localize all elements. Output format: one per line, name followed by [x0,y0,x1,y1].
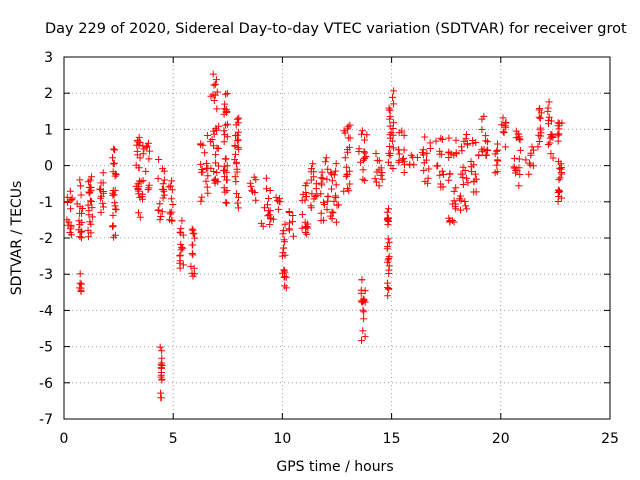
data-point-cluster [132,133,144,221]
data-point-cluster [317,154,332,225]
data-point-cluster [406,151,421,169]
y-tick-label: -4 [39,303,53,319]
x-tick-label: 10 [273,431,291,447]
y-tick-label: 0 [44,159,53,175]
data-point-cluster [285,208,297,240]
data-point-cluster [176,217,187,272]
data-point-cluster [544,98,557,162]
data-point-cluster [154,156,168,224]
x-tick-label: 15 [383,431,401,447]
data-point-cluster [491,140,502,177]
data-point-cluster [156,343,166,402]
data-point-cluster [534,105,545,151]
data-point-cluster [84,173,96,241]
data-point-cluster [455,131,472,214]
data-point-cluster [394,127,408,176]
data-point-cluster [165,177,177,225]
data-point-cluster [432,134,447,191]
x-tick-label: 25 [601,431,619,447]
data-points [63,70,566,402]
y-tick-label: 1 [44,122,53,138]
y-axis-label: SDTVAR / TECUs [9,181,25,296]
y-tick-label: -2 [39,231,53,247]
axis-ticks: 0 5 10 15 20 25 -7 -6 -5 -4 -3 -2 -1 0 1 2 3 [39,50,619,447]
data-point-cluster [307,160,321,212]
y-tick-label: -3 [39,267,53,283]
data-point-cluster [231,114,243,212]
y-tick-label: -1 [39,195,53,211]
data-point-cluster [418,133,434,187]
data-point-cluster [278,220,290,292]
data-point-cluster [383,205,393,300]
data-point-cluster [137,139,153,203]
data-point-cluster [327,160,343,226]
y-tick-label: -6 [39,376,53,392]
data-point-cluster [187,225,199,280]
data-point-cluster [246,173,260,204]
y-tick-label: -7 [39,412,53,428]
data-point-cluster [76,270,85,295]
data-point-cluster [371,150,386,190]
data-point-cluster [340,121,354,195]
y-tick-label: 3 [44,50,53,66]
y-tick-label: -5 [39,340,53,356]
x-tick-label: 0 [60,431,69,447]
x-tick-label: 5 [169,431,178,447]
data-point-cluster [269,193,284,223]
data-point-cluster [510,127,524,190]
data-point-cluster [554,119,566,205]
data-point-cluster [298,179,312,238]
data-point-cluster [498,114,510,151]
data-point-cluster [355,127,371,185]
data-point-cluster [96,169,107,216]
data-point-cluster [73,176,86,242]
grid-lines [64,57,610,419]
x-tick-label: 20 [492,431,510,447]
data-point-cluster [109,145,120,241]
data-point-cluster [206,70,223,187]
data-point-cluster [384,87,398,172]
data-point-cluster [357,276,369,345]
data-point-cluster [220,89,231,207]
y-tick-label: 2 [44,86,53,102]
x-axis-label: GPS time / hours [276,459,393,475]
data-point-cluster [445,134,460,226]
data-point-cluster [522,143,537,178]
data-point-cluster [478,112,492,159]
chart-title: Day 229 of 2020, Sidereal Day-to-day VTE… [45,21,627,37]
data-point-cluster [63,187,76,239]
data-point-cluster [467,137,483,196]
